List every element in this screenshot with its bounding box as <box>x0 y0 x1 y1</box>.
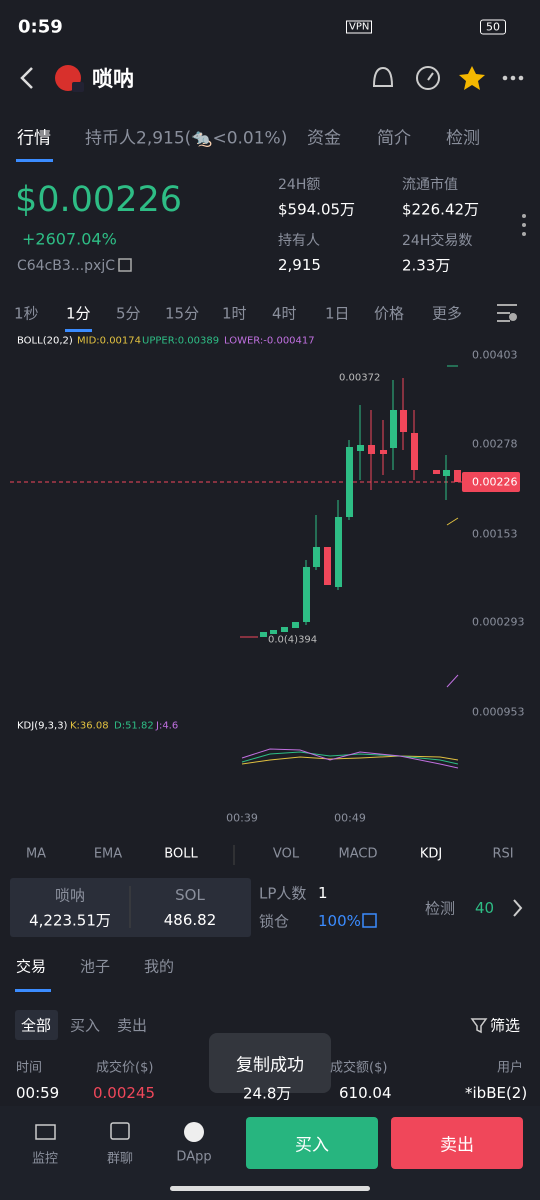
kdj-j: J:4.6 <box>156 720 179 732</box>
boll-mid: MID:0.00174 <box>77 335 141 347</box>
stat-value: $594.05万 <box>278 200 356 219</box>
stat-value: $226.42万 <box>402 200 480 219</box>
lp-label: LP人数 <box>259 884 307 903</box>
boll-name: BOLL(20,2) <box>17 335 73 347</box>
high-note: 0.00372 <box>339 372 381 384</box>
price-label: 0.00226 <box>472 475 518 489</box>
indicator[interactable]: VOL <box>272 846 300 862</box>
indicator[interactable]: MA <box>25 846 47 862</box>
interval[interactable]: 4时 <box>272 304 297 323</box>
interval[interactable]: 价格 <box>374 304 405 323</box>
time-label: 00:39 <box>226 811 258 825</box>
nav-item[interactable]: DApp <box>176 1149 212 1165</box>
address[interactable]: C64cB3...pxjC <box>17 258 115 274</box>
pool-token-amount: 4,223.51万 <box>29 911 111 930</box>
sell-button[interactable]: 卖出 <box>440 1135 474 1156</box>
price-label: 0.000953 <box>472 705 525 719</box>
interval[interactable]: 5分 <box>116 304 141 323</box>
tab[interactable]: 行情 <box>17 128 51 149</box>
stat-label: 24H交易数 <box>402 233 473 249</box>
table-header: 成交价($) <box>96 1060 154 1076</box>
interval[interactable]: 15分 <box>165 304 200 323</box>
interval[interactable]: 1日 <box>325 304 350 323</box>
table-header: 用户 <box>497 1060 524 1076</box>
price-label: 0.000293 <box>472 615 525 629</box>
low-note: 0.0(4)394 <box>268 634 318 646</box>
tab[interactable]: 持币人2,915(🐀<0.01%) <box>85 128 288 149</box>
pool-base: SOL <box>175 886 205 904</box>
table-header: 成交额($) <box>330 1060 388 1076</box>
filter-button[interactable]: 筛选 <box>490 1016 521 1035</box>
interval[interactable]: 1秒 <box>14 304 39 323</box>
filter[interactable]: 买入 <box>70 1016 101 1035</box>
battery: 50 <box>480 19 506 35</box>
kdj-d: D:51.82 <box>114 720 154 732</box>
stat-label: 流通市值 <box>402 177 458 193</box>
vpn: VPN <box>346 20 373 34</box>
indicator[interactable]: KDJ <box>419 846 443 862</box>
interval[interactable]: 更多 <box>432 304 463 323</box>
check-label[interactable]: 检测 <box>425 899 456 918</box>
lock-label: 锁仓 <box>259 912 290 931</box>
price-label: 0.00403 <box>472 348 518 362</box>
change: +2607.04% <box>22 229 117 249</box>
boll-lower: LOWER:-0.000417 <box>224 335 315 347</box>
price-label: 0.00278 <box>472 437 518 451</box>
boll-upper: UPPER:0.00389 <box>142 335 220 347</box>
indicator[interactable]: RSI <box>492 846 514 862</box>
indicator[interactable]: EMA <box>93 846 123 862</box>
lp-value: 1 <box>318 884 328 902</box>
kdj-name: KDJ(9,3,3) <box>17 720 68 732</box>
pool-token: 唢呐 <box>54 886 86 905</box>
buy-button[interactable]: 买入 <box>295 1135 329 1156</box>
price: $0.00226 <box>15 180 183 220</box>
indicator[interactable]: BOLL <box>164 846 198 862</box>
trade-tab[interactable]: 我的 <box>144 957 175 976</box>
table-cell: 00:59 <box>16 1084 60 1102</box>
table-header: 时间 <box>16 1060 43 1076</box>
nav-item[interactable]: 监控 <box>31 1151 59 1167</box>
tab[interactable]: 资金 <box>307 128 341 149</box>
nav-item[interactable]: 群聊 <box>106 1151 134 1167</box>
kdj-k: K:36.08 <box>70 720 109 732</box>
price-label: 0.00153 <box>472 527 518 541</box>
table-cell: 24.8万 <box>243 1084 292 1103</box>
toast: 复制成功 <box>236 1055 304 1076</box>
title: 唢呐 <box>92 67 134 91</box>
table-cell: *ibBE(2) <box>465 1084 528 1102</box>
stat-label: 24H额 <box>278 177 321 193</box>
tab[interactable]: 检测 <box>446 128 480 149</box>
lock-value[interactable]: 100% <box>318 912 361 930</box>
interval[interactable]: 1分 <box>66 304 91 323</box>
stat-value: 2,915 <box>278 256 321 274</box>
time-label: 00:49 <box>334 811 366 825</box>
tab[interactable]: 简介 <box>377 128 411 149</box>
filter[interactable]: 全部 <box>21 1016 52 1035</box>
table-cell: 0.00245 <box>93 1084 156 1102</box>
indicator[interactable]: MACD <box>338 846 378 862</box>
table-cell: 610.04 <box>339 1084 392 1102</box>
filter[interactable]: 卖出 <box>117 1016 148 1035</box>
interval[interactable]: 1时 <box>222 304 247 323</box>
trade-tab[interactable]: 交易 <box>16 957 47 976</box>
check-value[interactable]: 40 <box>475 899 495 917</box>
time: 0:59 <box>18 16 63 38</box>
stat-value: 2.33万 <box>402 256 451 275</box>
stat-label: 持有人 <box>278 233 320 249</box>
trade-tab[interactable]: 池子 <box>80 957 111 976</box>
pool-base-amount: 486.82 <box>163 911 217 929</box>
